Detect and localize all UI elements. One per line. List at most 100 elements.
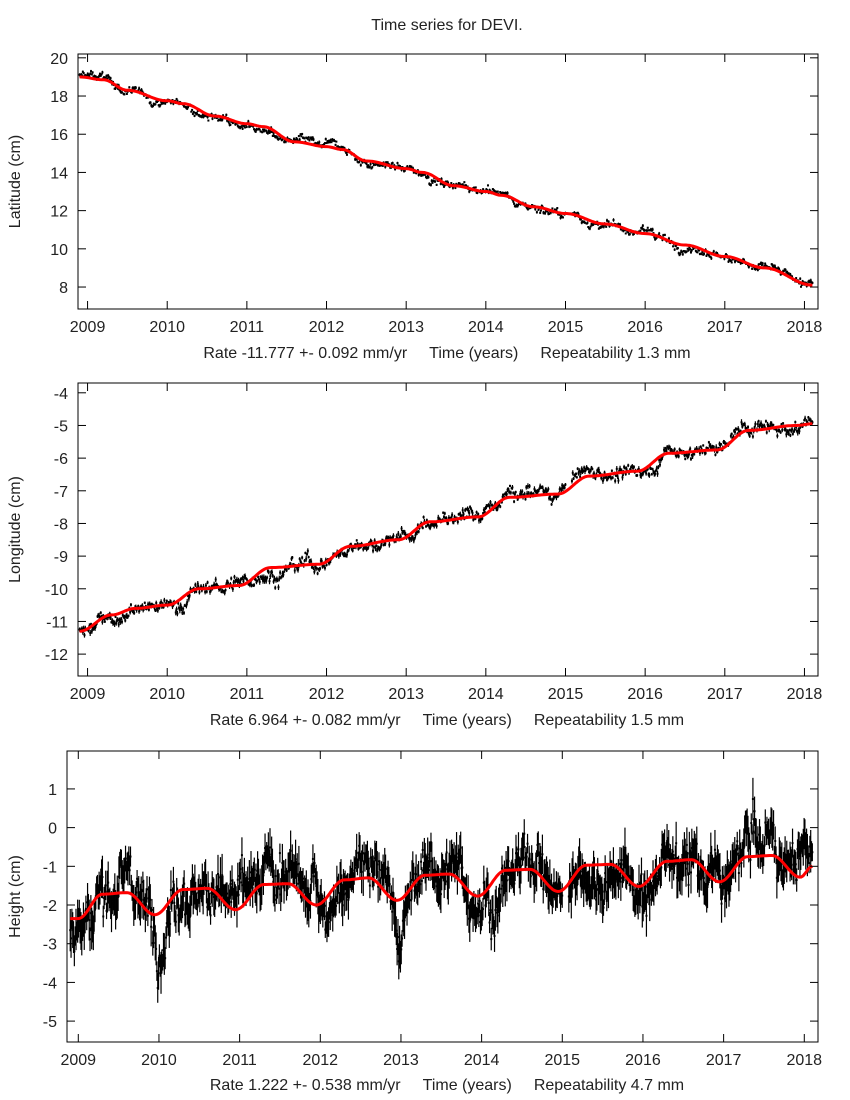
data-point-marker	[198, 591, 201, 594]
data-point-marker	[448, 855, 451, 858]
data-point-marker	[174, 611, 177, 614]
data-point-marker	[167, 918, 170, 921]
data-point-marker	[571, 869, 574, 872]
data-point-marker	[641, 227, 644, 230]
data-point-marker	[389, 900, 392, 903]
data-point-marker	[370, 540, 373, 543]
data-point-marker	[791, 432, 794, 435]
data-point-marker	[570, 479, 573, 482]
data-point-marker	[453, 867, 456, 870]
data-point-marker	[663, 233, 666, 236]
data-point-marker	[590, 466, 593, 469]
data-point-marker	[237, 579, 240, 582]
data-point-marker	[179, 604, 182, 607]
data-point-marker	[435, 183, 438, 186]
data-point-marker	[178, 606, 181, 609]
data-point-marker	[548, 495, 551, 498]
data-point-marker	[556, 895, 559, 898]
data-point-marker	[351, 549, 354, 552]
data-point-marker	[267, 129, 270, 132]
data-point-marker	[800, 283, 803, 286]
data-point-marker	[378, 879, 381, 882]
data-point-marker	[429, 183, 432, 186]
data-point-marker	[96, 615, 99, 618]
data-point-marker	[446, 880, 449, 883]
data-point-marker	[194, 583, 197, 586]
data-point-marker	[272, 580, 275, 583]
data-point-marker	[210, 585, 213, 588]
data-point-marker	[253, 584, 256, 587]
data-point-marker	[435, 525, 438, 528]
data-point-marker	[396, 936, 399, 939]
data-point-marker	[251, 886, 254, 889]
data-point-marker	[774, 266, 777, 269]
data-point-marker	[396, 947, 399, 950]
data-point-marker	[271, 862, 274, 865]
data-point-marker	[412, 171, 415, 174]
data-point-marker	[187, 106, 190, 109]
data-point-marker	[301, 885, 304, 888]
data-point-marker	[678, 448, 681, 451]
data-point-marker	[149, 101, 152, 104]
data-point-marker	[335, 554, 338, 557]
data-point-marker	[581, 870, 584, 873]
data-point-marker	[92, 932, 95, 935]
data-point-marker	[219, 117, 222, 120]
data-point-marker	[421, 526, 424, 529]
data-point-marker	[525, 855, 528, 858]
data-point-marker	[356, 865, 359, 868]
y-tick-label: -10	[45, 582, 68, 599]
data-point-marker	[370, 167, 373, 170]
data-point-marker	[436, 882, 439, 885]
data-point-marker	[266, 576, 269, 579]
data-point-marker	[307, 906, 310, 909]
data-point-marker	[464, 508, 467, 511]
data-point-marker	[385, 535, 388, 538]
data-point-marker	[592, 223, 595, 226]
data-point-marker	[194, 894, 197, 897]
data-point-marker	[295, 137, 298, 140]
data-point-marker	[747, 266, 750, 269]
data-point-marker	[148, 602, 151, 605]
data-point-marker	[91, 627, 94, 630]
data-point-marker	[229, 882, 232, 885]
data-point-marker	[359, 164, 362, 167]
data-point-marker	[400, 948, 403, 951]
data-point-marker	[578, 857, 581, 860]
data-point-marker	[307, 136, 310, 139]
data-point-marker	[430, 860, 433, 863]
data-point-marker	[236, 878, 239, 881]
data-point-marker	[250, 871, 253, 874]
data-point-marker	[292, 872, 295, 875]
data-point-marker	[391, 536, 394, 539]
data-point-marker	[214, 578, 217, 581]
data-point-marker	[120, 91, 123, 94]
data-point-marker	[164, 936, 167, 939]
data-point-marker	[330, 903, 333, 906]
data-point-marker	[685, 250, 688, 253]
data-point-marker	[282, 573, 285, 576]
data-point-marker	[477, 513, 480, 516]
data-point-marker	[664, 447, 667, 450]
data-point-marker	[395, 535, 398, 538]
data-point-marker	[791, 275, 794, 278]
data-point-marker	[658, 463, 661, 466]
data-point-marker	[503, 876, 506, 879]
data-point-marker	[182, 893, 185, 896]
data-point-marker	[166, 911, 169, 914]
data-point-marker	[309, 137, 312, 140]
data-point-marker	[90, 623, 93, 626]
data-point-marker	[517, 848, 520, 851]
data-point-marker	[410, 165, 413, 168]
data-point-marker	[581, 875, 584, 878]
data-point-marker	[248, 877, 251, 880]
data-point-marker	[433, 524, 436, 527]
data-point-marker	[102, 614, 105, 617]
data-point-marker	[601, 902, 604, 905]
data-point-marker	[578, 469, 581, 472]
data-point-marker	[579, 475, 582, 478]
data-point-marker	[347, 898, 350, 901]
data-point-marker	[606, 219, 609, 222]
data-point-marker	[270, 571, 273, 574]
data-point-marker	[539, 211, 542, 214]
